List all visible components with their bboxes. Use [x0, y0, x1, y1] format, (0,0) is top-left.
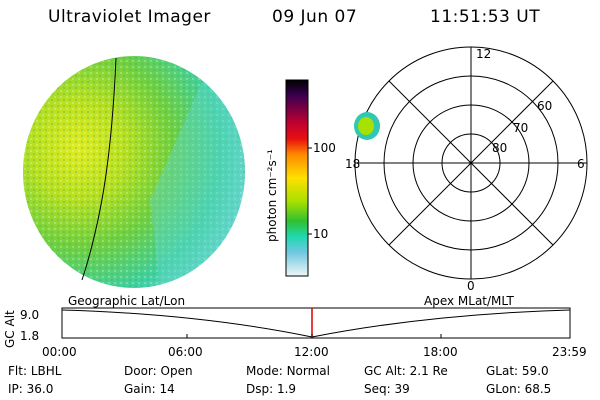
status-gain: Gain: 14: [124, 382, 175, 396]
status-key: Flt:: [8, 364, 27, 378]
polar-mlt-0: 0: [467, 279, 475, 293]
altitude-timeline: Geographic Lat/Lon Apex MLat/MLT 9.0 1.8…: [3, 294, 587, 359]
status-dsp: Dsp: 1.9: [246, 382, 296, 396]
status-key: Dsp:: [246, 382, 274, 396]
status-mode: Mode: Normal: [246, 364, 330, 378]
observation-date: 09 Jun 07: [272, 7, 358, 27]
polar-mlt-6: 6: [577, 157, 585, 171]
status-value: 14: [159, 382, 175, 396]
status-value: Normal: [286, 364, 330, 378]
timeline-x-tick-1800: 18:00: [423, 345, 458, 359]
status-key: GC Alt:: [364, 364, 406, 378]
polar-mlt-12: 12: [476, 47, 491, 61]
app-title: Ultraviolet Imager: [48, 7, 211, 27]
timeline-axis-label: GC Alt: [3, 310, 17, 348]
terminator-line: [81, 57, 117, 281]
polar-mlt-18: 18: [345, 157, 360, 171]
polar-lat-70: 70: [513, 121, 528, 135]
observation-time: 11:51:53 UT: [430, 7, 541, 27]
polar-lat-80: 80: [492, 141, 507, 155]
status-glon: GLon: 68.5: [486, 382, 551, 396]
polar-lat-60: 60: [537, 99, 552, 113]
status-key: Mode:: [246, 364, 283, 378]
status-value: 39: [394, 382, 410, 396]
status-seq: Seq: 39: [364, 382, 410, 396]
status-key: Seq:: [364, 382, 391, 396]
altitude-curve: [61, 309, 571, 338]
status-value: 1.9: [276, 382, 297, 396]
status-glat: GLat: 59.0: [486, 364, 549, 378]
timeline-x-tick-2359: 23:59: [552, 345, 587, 359]
status-key: GLon:: [486, 382, 521, 396]
timeline-x-tick-1200: 12:00: [294, 345, 329, 359]
colorbar-unit-label: photon cm⁻²s⁻¹: [265, 149, 279, 242]
timeline-y-tick-bottom: 1.8: [20, 329, 39, 343]
timeline-x-tick-0600: 06:00: [168, 345, 203, 359]
status-key: Door:: [124, 364, 157, 378]
status-value: LBHL: [30, 364, 62, 378]
timeline-left-caption: Geographic Lat/Lon: [68, 294, 185, 308]
status-filter: Flt: LBHL: [8, 364, 61, 378]
timeline-right-caption: Apex MLat/MLT: [424, 294, 514, 308]
status-value: 36.0: [26, 382, 54, 396]
status-key: GLat:: [486, 364, 519, 378]
colorbar: 100 10 photon cm⁻²s⁻¹: [265, 79, 336, 277]
status-door: Door: Open: [124, 364, 193, 378]
timeline-y-tick-top: 9.0: [20, 308, 39, 322]
colorbar-tick-10: 10: [313, 227, 328, 241]
earth-uv-image: [23, 56, 245, 288]
status-key: Gain:: [124, 382, 156, 396]
polar-plot: [354, 46, 588, 280]
status-key: IP:: [8, 382, 23, 396]
status-value: 59.0: [521, 364, 549, 378]
colorbar-tick-100: 100: [313, 141, 336, 155]
auroral-patch: [354, 112, 380, 140]
status-value: Open: [160, 364, 193, 378]
status-gc-alt: GC Alt: 2.1 Re: [364, 364, 448, 378]
timeline-x-tick-0000: 00:00: [42, 345, 77, 359]
status-value: 2.1 Re: [409, 364, 448, 378]
status-value: 68.5: [524, 382, 552, 396]
status-ip: IP: 36.0: [8, 382, 53, 396]
